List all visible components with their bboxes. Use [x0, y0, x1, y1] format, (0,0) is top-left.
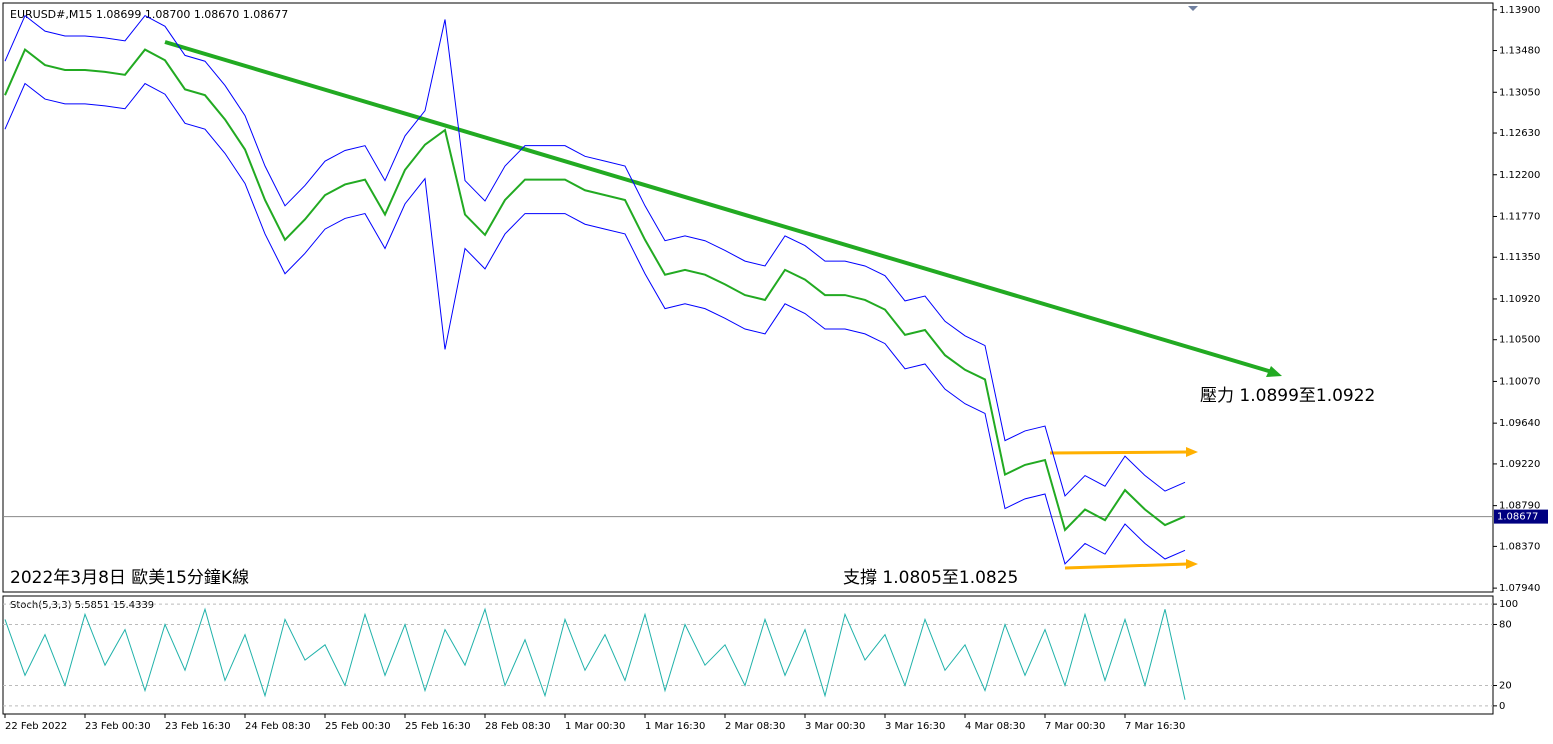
- x-tick-label: 1 Mar 00:30: [565, 721, 625, 732]
- y-tick-label: 80: [1499, 619, 1512, 630]
- y-tick-label: 1.12200: [1499, 170, 1540, 181]
- x-tick-label: 23 Feb 00:30: [85, 721, 151, 732]
- last-price-box: [1494, 509, 1548, 524]
- y-tick-label: 1.13480: [1499, 46, 1540, 57]
- y-tick-label: 1.11350: [1499, 252, 1540, 263]
- x-tick-label: 3 Mar 00:30: [805, 721, 865, 732]
- stoch-title: Stoch(5,3,3) 5.5851 15.4339: [10, 600, 154, 611]
- y-tick-label: 100: [1499, 599, 1518, 610]
- x-tick-label: 25 Feb 00:30: [325, 721, 391, 732]
- x-tick-label: 23 Feb 16:30: [165, 721, 231, 732]
- y-tick-label: 1.09640: [1499, 418, 1540, 429]
- stoch-frame: [2, 595, 1494, 715]
- resistance-line: [1049, 450, 1189, 455]
- resistance-arrow: [1186, 447, 1198, 457]
- chart-caption: 2022年3月8日 歐美15分鐘K線: [10, 568, 249, 588]
- x-tick-label: 4 Mar 08:30: [965, 721, 1025, 732]
- y-tick-label: 0: [1499, 701, 1505, 712]
- main-frame: [2, 2, 1494, 593]
- support-label: 支撐 1.0805至1.0825: [843, 568, 1018, 588]
- y-tick-label: 1.08370: [1499, 541, 1540, 552]
- trend-line: [164, 40, 1273, 374]
- y-tick-label: 1.07940: [1499, 583, 1540, 594]
- y-tick-label: 1.10500: [1499, 335, 1540, 346]
- support-arrow: [1186, 559, 1198, 569]
- x-tick-label: 24 Feb 08:30: [245, 721, 311, 732]
- y-tick-label: 1.13900: [1499, 5, 1540, 16]
- x-tick-label: 28 Feb 08:30: [485, 721, 551, 732]
- y-tick-label: 1.11770: [1499, 211, 1540, 222]
- resistance-label: 壓力 1.0899至1.0922: [1200, 386, 1375, 406]
- marker: [1188, 6, 1198, 11]
- x-tick-label: 7 Mar 16:30: [1125, 721, 1185, 732]
- last-price-label: 1.08677: [1497, 512, 1538, 523]
- x-tick-label: 1 Mar 16:30: [645, 721, 705, 732]
- series-line: [4, 47, 1186, 532]
- trend-arrow: [1266, 366, 1282, 377]
- chart-title: EURUSD#,M15 1.08699 1.08700 1.08670 1.08…: [10, 8, 288, 21]
- x-tick-label: 22 Feb 2022: [5, 721, 67, 732]
- y-tick-label: 1.08790: [1499, 501, 1540, 512]
- x-tick-label: 2 Mar 08:30: [725, 721, 785, 732]
- x-tick-label: 25 Feb 16:30: [405, 721, 471, 732]
- y-tick-label: 1.12630: [1499, 128, 1540, 139]
- y-tick-label: 1.10070: [1499, 376, 1540, 387]
- y-tick-label: 20: [1499, 681, 1512, 692]
- y-tick-label: 1.13050: [1499, 87, 1540, 98]
- y-tick-label: 1.10920: [1499, 294, 1540, 305]
- x-tick-label: 3 Mar 16:30: [885, 721, 945, 732]
- support-line: [1064, 562, 1189, 570]
- series-line: [4, 14, 1186, 497]
- x-tick-label: 7 Mar 00:30: [1045, 721, 1105, 732]
- series-line: [4, 82, 1186, 565]
- y-tick-label: 1.09220: [1499, 459, 1540, 470]
- series-line: [4, 607, 1186, 700]
